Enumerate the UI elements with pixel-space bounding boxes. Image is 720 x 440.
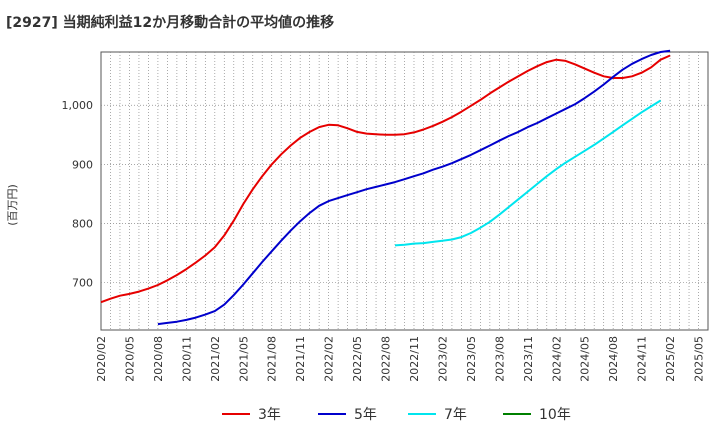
x-tick-label: 2023/02 xyxy=(436,336,449,382)
legend-swatch xyxy=(408,413,436,415)
x-tick-label: 2022/11 xyxy=(408,336,421,382)
legend-item: 3年 xyxy=(222,402,281,426)
legend-label: 3年 xyxy=(258,407,281,423)
legend-item: 5年 xyxy=(318,402,377,426)
legend: 3年 5年 7年 10年 xyxy=(0,402,720,426)
x-tick-label: 2020/02 xyxy=(95,336,108,382)
x-tick-label: 2022/02 xyxy=(323,336,336,382)
legend-swatch xyxy=(503,413,531,415)
y-tick-label: 700 xyxy=(72,277,93,290)
y-tick-label: 1,000 xyxy=(62,99,94,112)
legend-item: 10年 xyxy=(503,402,571,426)
x-tick-label: 2020/05 xyxy=(123,336,136,382)
series-line-3年 xyxy=(100,54,671,304)
legend-swatch xyxy=(222,413,250,415)
legend-item: 7年 xyxy=(408,402,467,426)
chart-title: [2927] 当期純利益12か月移動合計の平均値の推移 xyxy=(6,15,335,31)
grid-lines xyxy=(101,52,708,330)
legend-label: 5年 xyxy=(354,407,377,423)
x-tick-label: 2023/08 xyxy=(493,336,506,382)
x-tick-label: 2024/11 xyxy=(636,336,649,382)
x-tick-label: 2021/05 xyxy=(237,336,250,382)
x-tick-label: 2025/02 xyxy=(664,336,677,382)
x-tick-label: 2024/02 xyxy=(550,336,563,382)
x-tick-label: 2021/11 xyxy=(294,336,307,382)
series-lines xyxy=(100,49,671,326)
x-tick-label: 2023/05 xyxy=(465,336,478,382)
x-tick-label: 2025/05 xyxy=(693,336,706,382)
x-tick-label: 2020/11 xyxy=(180,336,193,382)
x-tick-label: 2022/05 xyxy=(351,336,364,382)
legend-label: 7年 xyxy=(444,407,467,423)
series-line-5年 xyxy=(157,49,671,326)
legend-swatch xyxy=(318,413,346,415)
x-tick-label: 2022/08 xyxy=(380,336,393,382)
x-tick-label: 2021/02 xyxy=(209,336,222,382)
x-tick-label: 2024/05 xyxy=(579,336,592,382)
series-line-7年 xyxy=(394,99,662,247)
y-tick-label: 800 xyxy=(72,218,93,231)
x-axis-ticks: 2020/02 2020/05 2020/08 2020/11 2021/02 2021/… xyxy=(95,336,706,382)
legend-label: 10年 xyxy=(539,407,571,423)
x-tick-label: 2024/08 xyxy=(607,336,620,382)
x-tick-label: 2020/08 xyxy=(152,336,165,382)
x-tick-label: 2023/11 xyxy=(522,336,535,382)
y-tick-label: 900 xyxy=(72,158,93,171)
x-tick-label: 2021/08 xyxy=(266,336,279,382)
y-axis-ticks: 700 800 900 1,000 xyxy=(62,99,94,289)
